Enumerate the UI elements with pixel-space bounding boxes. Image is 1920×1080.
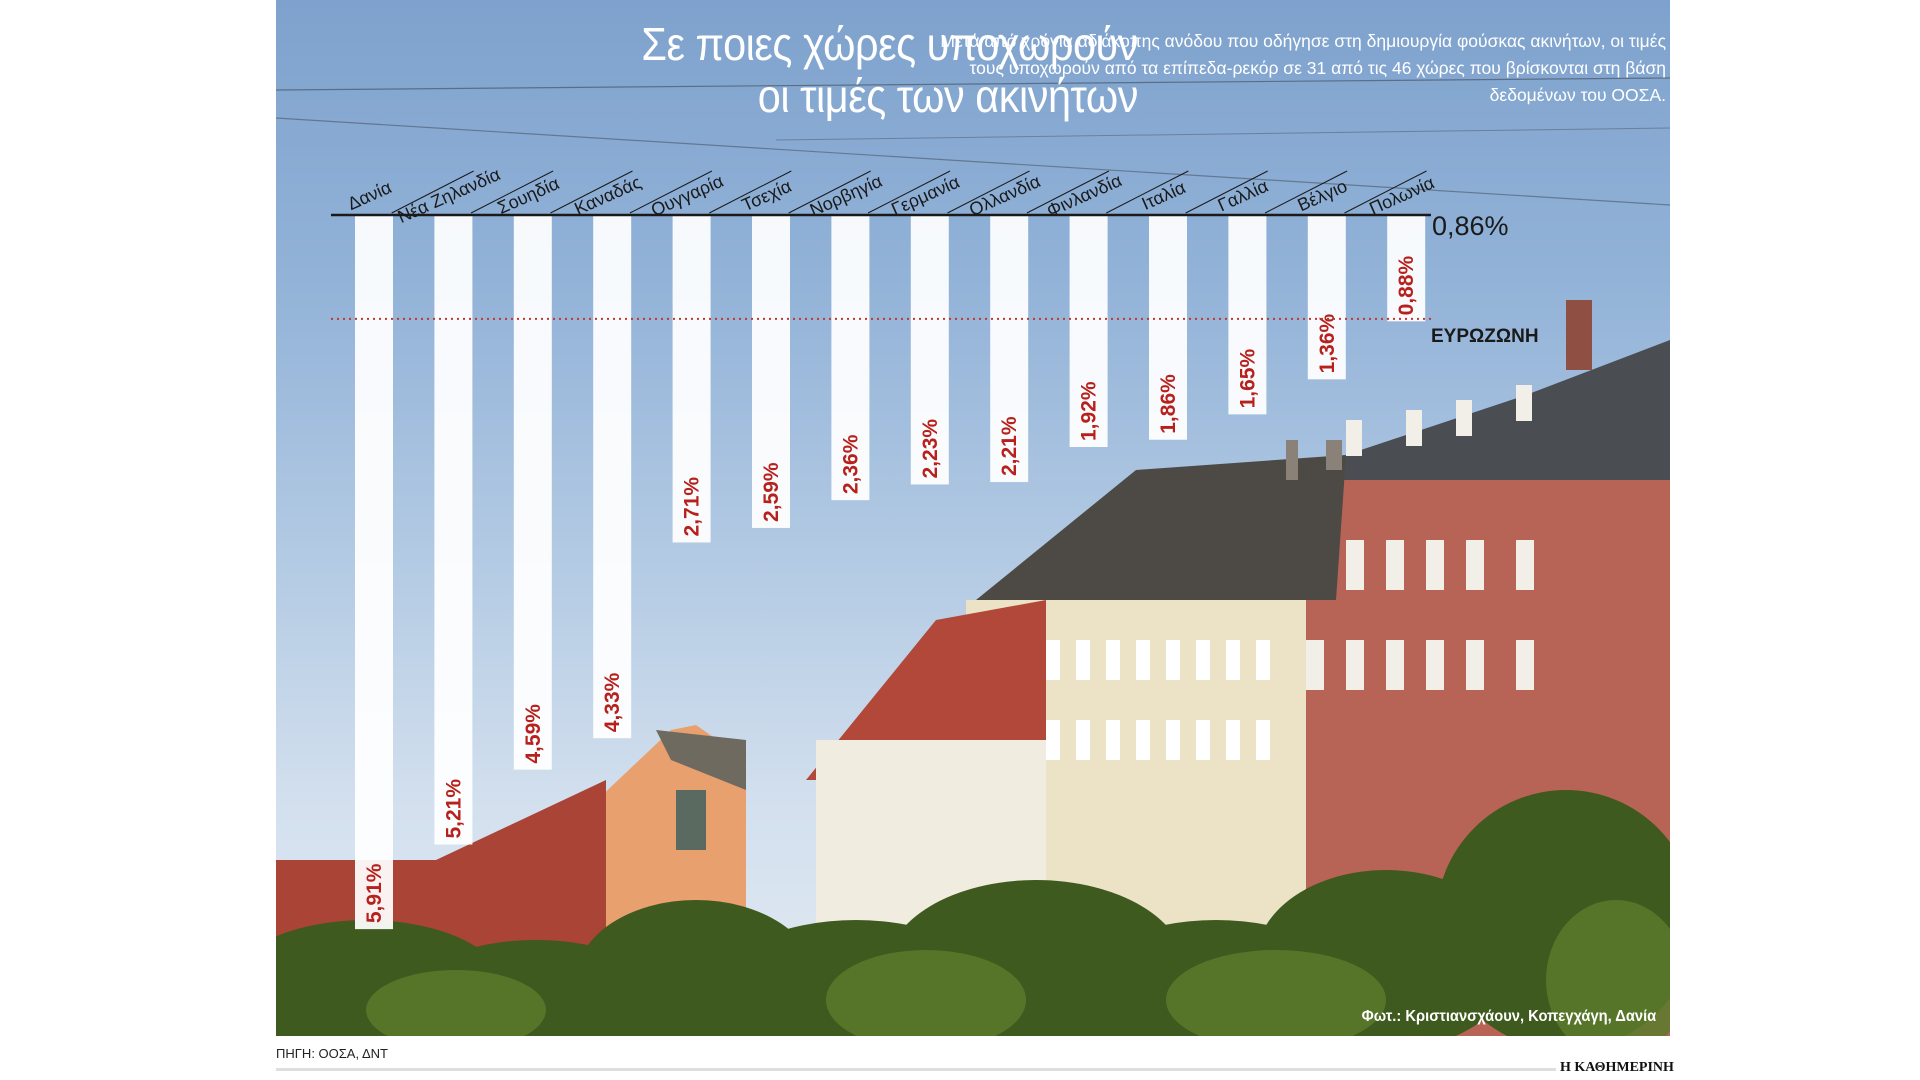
category-divider xyxy=(1264,170,1348,214)
value-label: 1,36% xyxy=(1316,313,1339,373)
value-label: 5,91% xyxy=(363,863,386,923)
category-divider xyxy=(470,170,554,214)
title-line-2: οι τιμές των ακινήτων xyxy=(757,70,1139,122)
category-label: Φινλανδία xyxy=(1044,170,1125,221)
category-label: Τσεχία xyxy=(739,176,795,215)
category-label: Γερμανία xyxy=(888,172,962,220)
bar xyxy=(1307,215,1346,380)
infographic-panel: Σε ποιες χώρες υποχωρούν οι τιμές των ακ… xyxy=(276,0,1670,1036)
bar xyxy=(752,215,790,528)
bar xyxy=(513,215,552,770)
intro-text: Μετά από χρόνια αδιάκοπης ανόδου που οδή… xyxy=(940,31,1666,105)
source-note: ΠΗΓΗ: ΟΟΣΑ, ΔΝΤ xyxy=(276,1046,388,1061)
category-divider xyxy=(1185,170,1268,214)
value-label: 5,21% xyxy=(442,779,465,839)
footer-divider xyxy=(276,1068,1556,1071)
value-label: 1,65% xyxy=(1236,349,1259,409)
category-label: Ολλανδία xyxy=(966,171,1043,220)
chart-title: Σε ποιες χώρες υποχωρούν οι τιμές των ακ… xyxy=(580,18,1138,122)
category-divider xyxy=(1344,170,1427,214)
eurozone-label: ΕΥΡΩΖΩΝΗ xyxy=(1431,326,1539,347)
category-label: Γαλλία xyxy=(1215,176,1271,216)
category-label: Σουηδία xyxy=(494,173,562,218)
background-photo xyxy=(276,77,1670,1036)
bar xyxy=(434,215,473,845)
bar xyxy=(593,215,632,739)
category-divider xyxy=(867,170,951,214)
bar xyxy=(831,215,870,501)
bar-chart: 5,91% 5,21% 4,59% 4,33% 2,71% 2,59% 2,36% 2,23%… xyxy=(331,164,1539,930)
category-divider xyxy=(709,170,792,214)
bar xyxy=(1149,215,1187,440)
eurozone-value: 0,86% xyxy=(1432,211,1509,241)
category-divider xyxy=(550,170,633,214)
title-line-1: Σε ποιες χώρες υποχωρούν xyxy=(641,18,1138,70)
value-label: 2,59% xyxy=(760,462,783,522)
category-label: Νορβηγία xyxy=(807,171,886,221)
category-divider xyxy=(1026,170,1110,214)
bar xyxy=(1228,215,1267,415)
category-divider xyxy=(947,170,1030,214)
bar xyxy=(1387,215,1426,322)
publisher-brand: Η ΚΑΘΗΜΕΡΙΝΗ xyxy=(1560,1060,1674,1075)
category-label: Ουγγαρία xyxy=(648,171,726,221)
value-label: 4,33% xyxy=(601,672,624,732)
value-label: 1,86% xyxy=(1157,374,1180,434)
photo-credit: Φωτ.: Κριστιανσχάουν, Κοπεγχάγη, Δανία xyxy=(1361,1008,1656,1025)
category-label: Ιταλία xyxy=(1139,177,1189,214)
category-divider xyxy=(391,170,474,214)
category-divider xyxy=(1106,170,1189,214)
value-label: 1,92% xyxy=(1078,381,1101,441)
category-label: Βέλγιο xyxy=(1295,176,1351,215)
value-label: 2,23% xyxy=(919,419,942,479)
bar xyxy=(910,215,949,485)
value-label: 4,59% xyxy=(522,704,545,764)
category-label: Καναδάς xyxy=(571,172,644,219)
value-label: 0,88% xyxy=(1395,255,1418,315)
value-label: 2,36% xyxy=(839,434,862,494)
category-label: Δανία xyxy=(345,177,395,214)
bar xyxy=(355,215,393,930)
category-divider xyxy=(788,170,871,214)
bar xyxy=(672,215,711,543)
bar xyxy=(990,215,1029,483)
value-label: 2,71% xyxy=(681,477,704,537)
category-label: Πολωνία xyxy=(1366,172,1437,218)
category-divider xyxy=(629,170,713,214)
bar xyxy=(1069,215,1108,447)
value-label: 2,21% xyxy=(998,416,1021,476)
